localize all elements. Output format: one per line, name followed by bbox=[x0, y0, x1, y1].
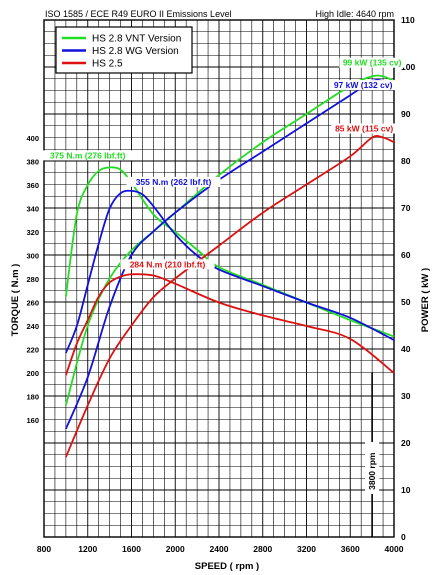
power-tick-label: 90 bbox=[401, 109, 411, 119]
annotation-bg bbox=[339, 57, 406, 68]
torque-tick-label: 260 bbox=[26, 299, 39, 308]
power-tick-label: 70 bbox=[401, 203, 411, 213]
x-axis-title: SPEED ( rpm ) bbox=[195, 561, 259, 572]
torque-tick-label: 340 bbox=[26, 205, 39, 214]
annotation-bg bbox=[120, 259, 215, 270]
torque-tick-label: 160 bbox=[26, 416, 39, 425]
torque-tick-label: 220 bbox=[26, 346, 39, 355]
annotation-bg bbox=[40, 150, 135, 161]
legend-label: HS 2.5 bbox=[92, 59, 123, 70]
power-tick-label: 50 bbox=[401, 297, 411, 307]
y-axis-left-title: TORQUE ( N.m ) bbox=[10, 264, 21, 337]
power-tick-label: 60 bbox=[401, 250, 411, 260]
power-tick-label: 40 bbox=[401, 344, 411, 354]
power-curve-1 bbox=[65, 74, 395, 406]
torque-tick-label: 300 bbox=[26, 252, 39, 261]
power-tick-label: 0 bbox=[401, 532, 406, 542]
annotation-label: 375 N.m (276 lbf.ft) bbox=[50, 150, 126, 160]
rated-speed-label: 3800 rpm bbox=[367, 452, 377, 490]
annotation-bg bbox=[330, 80, 397, 91]
annotations: 375 N.m (276 lbf.ft) 355 N.m (262 lbf.ft)… bbox=[40, 57, 406, 270]
axes: 800 1200 1600 2000 2400 2800 3200 3600 4000 0 10 20… bbox=[26, 15, 415, 554]
grid bbox=[43, 19, 395, 538]
power-tick-label: 80 bbox=[401, 156, 411, 166]
legend-label: HS 2.8 VNT Version bbox=[92, 34, 181, 45]
curves bbox=[64, 74, 395, 458]
power-tick-label: 30 bbox=[401, 391, 411, 401]
annotation-label: 97 kW (132 cv) bbox=[334, 80, 393, 90]
x-tick-label: 4000 bbox=[385, 544, 404, 554]
header-left: ISO 1585 / ECE R49 EURO II Emissions Lev… bbox=[45, 9, 232, 19]
y-axis-right-title: POWER ( kW ) bbox=[420, 268, 431, 332]
legend-label: HS 2.8 WG Version bbox=[92, 46, 179, 57]
torque-curve-3 bbox=[65, 273, 395, 376]
annotation-label: 99 kW (135 cv) bbox=[343, 58, 402, 68]
header-right: High Idle: 4640 rpm bbox=[315, 9, 394, 19]
plot-frame bbox=[43, 19, 395, 538]
x-tick-label: 1600 bbox=[122, 544, 141, 554]
x-tick-label: 3600 bbox=[341, 544, 360, 554]
power-tick-label: 20 bbox=[401, 438, 411, 448]
annotation-label: 85 kW (115 cv) bbox=[335, 124, 393, 134]
x-tick-label: 3200 bbox=[297, 544, 316, 554]
power-curve-3 bbox=[65, 135, 395, 458]
torque-tick-label: 180 bbox=[26, 393, 39, 402]
x-tick-label: 2800 bbox=[253, 544, 272, 554]
power-tick-label: 110 bbox=[401, 15, 415, 25]
torque-tick-label: 380 bbox=[26, 158, 39, 167]
x-tick-label: 2000 bbox=[166, 544, 185, 554]
annotation-label: 355 N.m (262 lbf.ft) bbox=[136, 177, 212, 187]
power-tick-label: 100 bbox=[401, 62, 415, 72]
torque-tick-label: 360 bbox=[26, 181, 39, 190]
annotation-bg bbox=[126, 176, 221, 187]
torque-tick-label: 400 bbox=[26, 134, 39, 143]
rated-speed-label-bg bbox=[365, 442, 380, 494]
torque-tick-label: 240 bbox=[26, 322, 39, 331]
x-tick-label: 800 bbox=[37, 544, 51, 554]
x-tick-label: 1200 bbox=[78, 544, 97, 554]
torque-curve-2 bbox=[65, 189, 395, 354]
torque-tick-label: 280 bbox=[26, 275, 39, 284]
annotation-bg bbox=[331, 123, 398, 134]
power-tick-label: 10 bbox=[401, 485, 411, 495]
x-tick-label: 2400 bbox=[210, 544, 229, 554]
torque-tick-label: 320 bbox=[26, 228, 39, 237]
annotation-label: 284 N.m (210 lbf.ft) bbox=[130, 259, 206, 269]
torque-tick-label: 200 bbox=[26, 369, 39, 378]
